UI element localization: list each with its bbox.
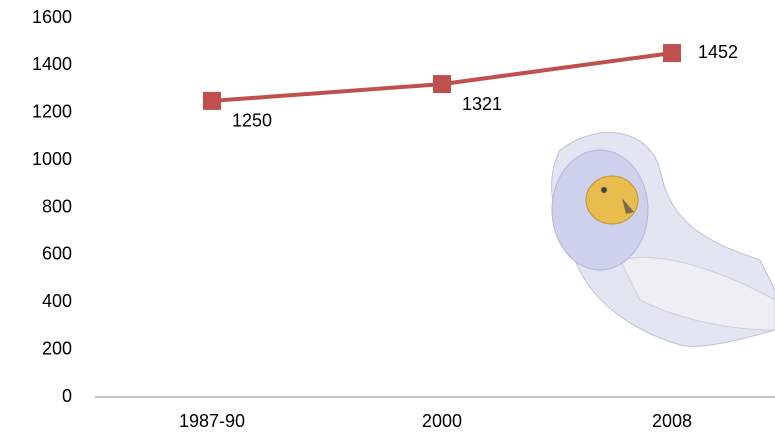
marker	[663, 44, 681, 63]
x-tick-label: 1987-90	[179, 411, 245, 431]
y-tick-label: 400	[42, 291, 72, 311]
marker	[203, 91, 221, 110]
y-tick-label: 1000	[32, 149, 72, 169]
data-label: 1452	[698, 42, 738, 62]
y-tick-label: 1600	[32, 7, 72, 27]
y-tick-label: 600	[42, 244, 72, 264]
data-label: 1321	[462, 94, 502, 114]
y-tick-label: 800	[42, 196, 72, 216]
vulture-illustration	[551, 132, 775, 347]
x-tick-label: 2000	[422, 411, 462, 431]
y-tick-label: 200	[42, 338, 72, 358]
y-tick-label: 1400	[32, 54, 72, 74]
x-tick-label: 2008	[652, 411, 692, 431]
y-tick-label: 1200	[32, 102, 72, 122]
marker	[433, 75, 451, 94]
y-tick-label: 0	[62, 386, 72, 406]
data-label: 1250	[232, 111, 272, 131]
